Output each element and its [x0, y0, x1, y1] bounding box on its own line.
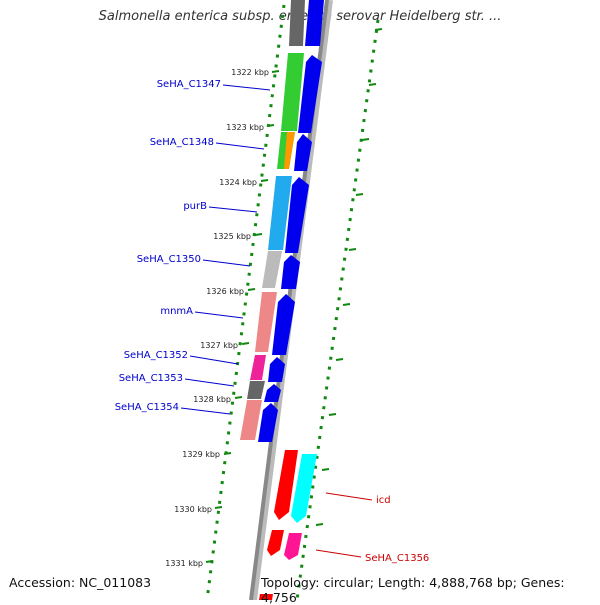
color-bar-1353	[247, 381, 265, 399]
gene-label: purB	[183, 201, 207, 212]
outer-tick-mark	[335, 358, 344, 361]
gene-label: icd	[376, 495, 391, 506]
outer-tick-mark	[328, 413, 337, 416]
scale-tick-mark	[241, 342, 250, 345]
gene-1347	[298, 55, 322, 133]
color-bar-1352	[250, 355, 266, 380]
gene-1348	[294, 134, 312, 171]
outer-dotted-guide	[295, 19, 380, 600]
scale-tick-label: 1325 kbp	[213, 232, 251, 241]
color-bar-1346	[289, 0, 305, 46]
scale-tick-marks	[205, 28, 383, 563]
feature-color-track	[240, 0, 305, 440]
outer-tick-mark	[368, 83, 377, 86]
color-bar-1348-orange	[284, 132, 295, 169]
gene-label: SeHA_C1352	[124, 350, 188, 361]
gene-label: SeHA_C1347	[157, 79, 221, 90]
gene-callout-line	[189, 355, 239, 365]
gene-icd-cyan	[291, 454, 317, 523]
color-bar-1347	[281, 53, 304, 131]
color-bar-1350	[262, 251, 282, 288]
scale-tick-label: 1323 kbp	[226, 123, 264, 132]
gene-callout-line	[215, 142, 265, 150]
gene-label: SeHA_C1356	[365, 553, 429, 564]
scale-tick-mark	[223, 452, 232, 455]
gene-callout-line	[184, 378, 235, 387]
gene-callouts: SeHA_C1347 SeHA_C1348 purB SeHA_C1350 mnmA Se…	[115, 79, 430, 564]
outer-tick-mark	[348, 248, 357, 251]
scale-tick-label: 1330 kbp	[174, 505, 212, 514]
forward-strand-track	[258, 0, 324, 442]
gene-1354	[258, 403, 278, 442]
gene-label: SeHA_C1348	[150, 137, 214, 148]
gene-label: mnmA	[160, 306, 193, 317]
accession-label: Accession: NC_011083	[9, 575, 152, 590]
gene-1353	[264, 384, 281, 402]
gene-1352	[268, 357, 285, 382]
gene-callout-line	[208, 206, 258, 213]
scale-tick-mark	[234, 396, 243, 399]
outer-tick-mark	[342, 303, 351, 306]
scale-tick-label: 1322 kbp	[231, 68, 269, 77]
outer-tick-mark	[374, 28, 383, 31]
gene-1350	[281, 255, 300, 289]
scale-tick-label: 1324 kbp	[219, 178, 257, 187]
scale-tick-label: 1328 kbp	[193, 395, 231, 404]
outer-tick-mark	[361, 138, 370, 141]
scale-tick-label: 1331 kbp	[165, 559, 203, 568]
gene-1346	[305, 0, 324, 46]
reverse-strand-track	[259, 450, 317, 600]
scale-tick-mark	[260, 179, 269, 182]
gene-callout-line	[194, 311, 244, 319]
gene-callout-line	[202, 259, 251, 267]
gene-callout-line	[222, 84, 271, 91]
scale-tick-label: 1326 kbp	[206, 287, 244, 296]
gene-label: SeHA_C1353	[119, 373, 183, 384]
scale-tick-label: 1329 kbp	[182, 450, 220, 459]
gene-1356-red	[267, 530, 284, 556]
outer-tick-mark	[355, 193, 364, 196]
gene-mnmA	[272, 294, 295, 355]
outer-tick-mark	[315, 523, 324, 526]
gene-callout-line	[315, 549, 362, 558]
scale-tick-mark	[214, 506, 223, 509]
scale-tick-mark	[271, 70, 280, 73]
gene-icd-red	[274, 450, 298, 520]
scale-tick-mark	[266, 124, 275, 127]
topology-summary: Topology: circular; Length: 4,888,768 bp…	[261, 575, 565, 605]
gene-bottom-red	[259, 594, 273, 600]
gene-callout-line	[180, 407, 231, 415]
scale-tick-mark	[254, 233, 263, 236]
outer-tick-mark	[321, 468, 330, 471]
color-bar-purB	[268, 176, 292, 250]
scale-labels: 1322 kbp 1323 kbp 1324 kbp 1325 kbp 1326 kbp…	[165, 68, 269, 568]
scale-tick-label: 1327 kbp	[200, 341, 238, 350]
color-bar-mnmA	[255, 292, 277, 352]
gene-purB	[285, 177, 309, 253]
gene-label: SeHA_C1350	[137, 254, 201, 265]
gene-callout-line	[325, 492, 373, 501]
color-bar-1354	[240, 400, 262, 440]
gene-1356-magenta	[284, 533, 302, 560]
scale-tick-mark	[247, 288, 256, 291]
scale-tick-mark	[205, 560, 214, 563]
gene-label: SeHA_C1354	[115, 402, 179, 413]
